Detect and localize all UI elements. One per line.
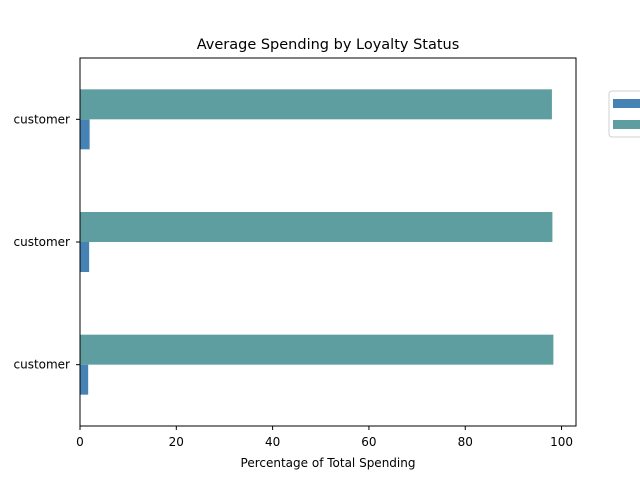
y-tick-label-0: customer [13, 112, 70, 126]
y-tick-label-2: customer [13, 358, 70, 372]
x-tick-label-1: 20 [169, 435, 184, 449]
bar-series2-0 [80, 89, 552, 120]
bar-series1-1 [80, 242, 90, 272]
x-tick-label-5: 100 [550, 435, 573, 449]
legend [608, 90, 640, 138]
bar-series2-1 [80, 212, 553, 242]
x-tick-label-4: 80 [458, 435, 473, 449]
legend-swatch-1 [613, 120, 640, 129]
ticks-layer: customer customer customer 0 20 40 60 80 100 [13, 112, 573, 449]
legend-swatch-0 [613, 99, 640, 108]
x-tick-label-0: 0 [76, 435, 84, 449]
bar-series2-2 [80, 334, 554, 365]
bars-layer [80, 89, 554, 395]
y-tick-label-1: customer [13, 235, 70, 249]
x-axis-label: Percentage of Total Spending [241, 456, 416, 470]
legend-items [613, 99, 640, 129]
bar-series1-0 [80, 119, 90, 150]
x-tick-label-3: 60 [361, 435, 376, 449]
bar-series1-2 [80, 364, 89, 395]
legend-frame [608, 90, 640, 138]
x-tick-label-2: 40 [265, 435, 280, 449]
chart-title: Average Spending by Loyalty Status [197, 37, 460, 53]
